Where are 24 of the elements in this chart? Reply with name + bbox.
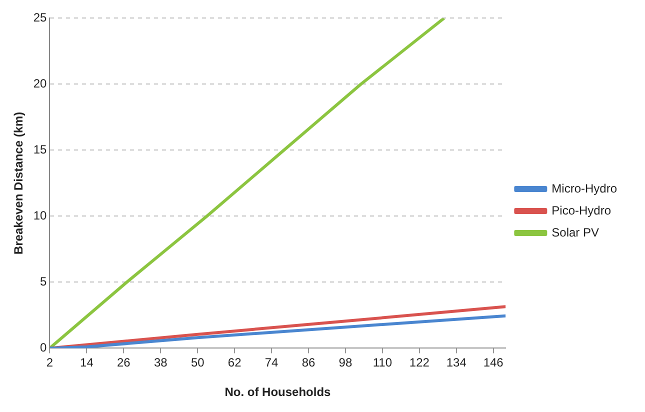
x-tick-label: 74 [264, 356, 279, 370]
y-tick-label: 25 [33, 10, 48, 25]
x-tick-label: 2 [46, 356, 54, 370]
x-tick-label: 14 [80, 356, 94, 370]
x-tick-label: 86 [302, 356, 316, 370]
x-tick-label: 110 [372, 356, 392, 370]
x-tick-label: 26 [117, 356, 131, 370]
y-tick-label: 20 [33, 76, 48, 91]
x-tick-label: 98 [338, 356, 352, 370]
legend-label: Solar PV [552, 225, 600, 240]
x-tick-label: 134 [446, 356, 467, 370]
x-tick-label: 146 [483, 356, 504, 370]
y-tick-label: 10 [33, 208, 48, 223]
x-tick-label: 122 [409, 356, 430, 370]
legend-label: Pico-Hydro [552, 203, 612, 218]
x-tick-label: 50 [190, 356, 205, 370]
y-axis-title: Breakeven Distance (km) [12, 112, 26, 255]
y-tick-label: 5 [40, 274, 48, 289]
x-tick-label: 62 [228, 356, 242, 370]
legend-label: Micro-Hydro [552, 181, 618, 196]
y-tick-label: 0 [40, 340, 48, 355]
x-tick-label: 38 [154, 356, 168, 370]
y-tick-label: 15 [33, 142, 48, 157]
x-axis-title: No. of Households [224, 385, 332, 400]
